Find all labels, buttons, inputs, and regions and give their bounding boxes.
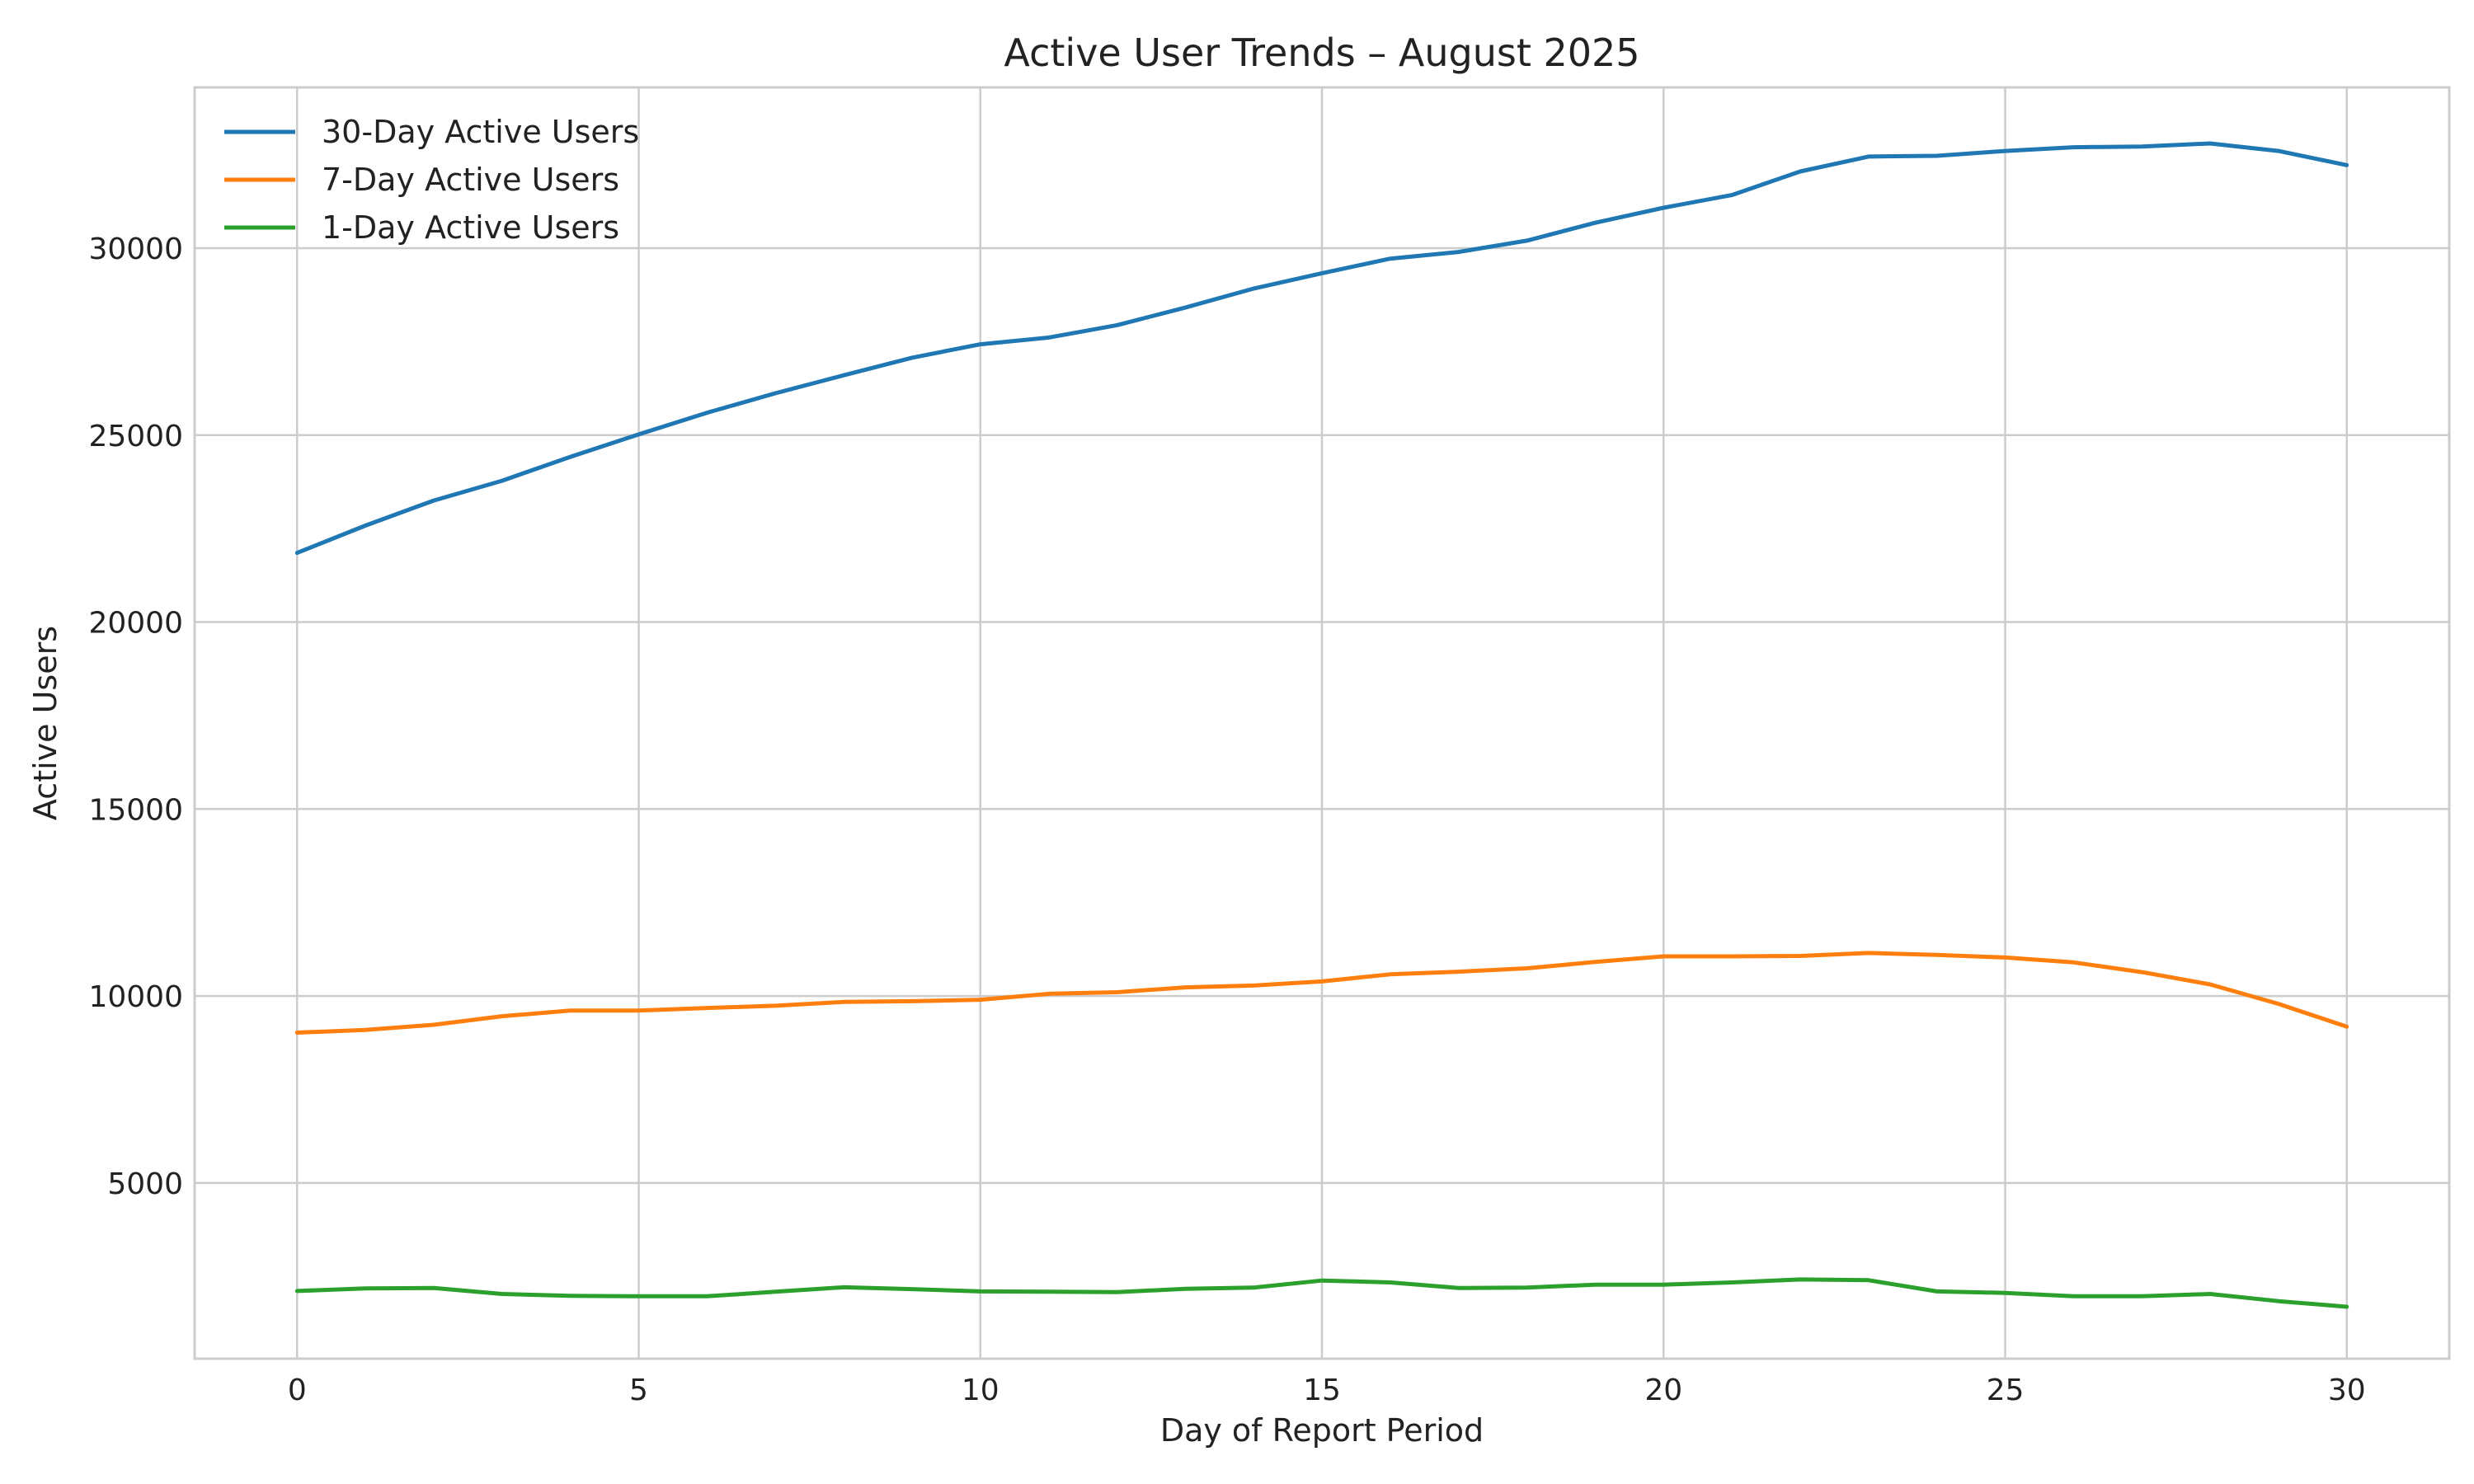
y-axis-label: Active Users: [27, 626, 63, 820]
series-line-2: [294, 951, 2349, 1035]
x-tick-label: 25: [1987, 1374, 2025, 1407]
x-tick-label: 0: [288, 1374, 307, 1407]
plot-frame: [193, 86, 2451, 1360]
legend: 30-Day Active Users 7-Day Active Users 1-D…: [224, 114, 639, 246]
x-tick-label: 30: [2328, 1374, 2366, 1407]
x-tick-label: 20: [1644, 1374, 1682, 1407]
series-line-1: [294, 141, 2349, 556]
x-tick-label: 5: [629, 1374, 648, 1407]
x-tick-label: 15: [1303, 1374, 1341, 1407]
series-line-3: [294, 1277, 2349, 1309]
y-tick-label: 25000: [88, 420, 183, 453]
tick-labels: 0 5 10 15 20 25 30 5000 10000 15000 20000 25000 3000…: [88, 232, 2365, 1407]
y-tick-label: 5000: [107, 1167, 183, 1201]
x-tick-label: 10: [962, 1374, 999, 1407]
y-tick-label: 20000: [88, 607, 183, 641]
chart-title: Active User Trends – August 2025: [1004, 31, 1639, 75]
y-tick-label: 30000: [88, 232, 183, 266]
y-tick-label: 10000: [88, 980, 183, 1014]
legend-label: 7-Day Active Users: [322, 162, 619, 198]
legend-label: 1-Day Active Users: [322, 209, 619, 246]
legend-label: 30-Day Active Users: [322, 114, 639, 150]
series-lines: [294, 141, 2349, 1309]
x-axis-label: Day of Report Period: [1160, 1412, 1484, 1449]
grid-lines: [195, 87, 2449, 1359]
y-tick-label: 15000: [88, 793, 183, 827]
